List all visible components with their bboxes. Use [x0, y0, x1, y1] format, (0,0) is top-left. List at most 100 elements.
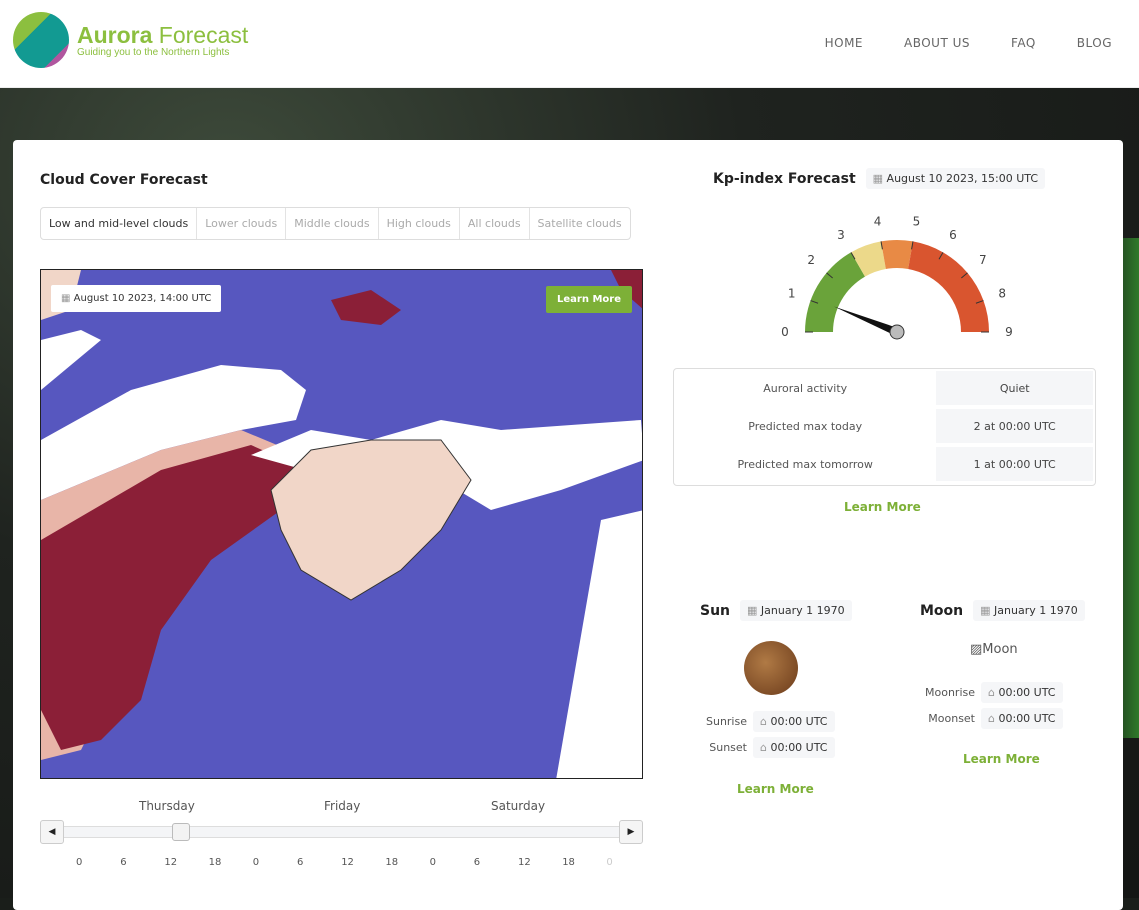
prev-arrow-icon[interactable]: ◀ [40, 820, 64, 844]
gauge-needle [833, 306, 899, 336]
sun-title: Sun [700, 602, 731, 619]
gauge-tick [880, 241, 883, 250]
moonset-time: ⌂ 00:00 UTC [981, 708, 1063, 729]
gauge-band [908, 241, 989, 332]
gauge-tick [961, 272, 968, 279]
moonrise-label: Moonrise [925, 686, 975, 699]
gauge-label: 3 [837, 228, 845, 242]
moonset-icon: ⌂ [988, 712, 999, 725]
kp-row: Predicted max tomorrow 1 at 00:00 UTC [676, 447, 1093, 483]
kp-row-label: Auroral activity [676, 371, 935, 407]
gauge-tick [975, 300, 984, 304]
calendar-icon: ▦ [61, 293, 74, 304]
kp-row-value: 2 at 00:00 UTC [936, 409, 1093, 445]
cloud-map[interactable]: ▦ August 10 2023, 14:00 UTC Learn More [40, 269, 643, 779]
slider-track[interactable] [62, 826, 621, 838]
broken-image-icon: ▨ [970, 642, 983, 657]
slider-thumb[interactable] [172, 823, 190, 841]
hour-tick: 0 [429, 857, 436, 868]
sun-header: Sun ▦ January 1 1970 [700, 600, 852, 621]
hour-tick: 0 [606, 857, 613, 868]
main-nav: HOME ABOUT US FAQ BLOG [825, 36, 1112, 50]
tab-low-mid[interactable]: Low and mid-level clouds [41, 208, 198, 239]
sunset-row: Sunset ⌂ 00:00 UTC [685, 737, 835, 758]
moon-date: ▦ January 1 1970 [973, 600, 1085, 621]
kp-row-value: Quiet [936, 371, 1093, 407]
kp-row: Predicted max today 2 at 00:00 UTC [676, 409, 1093, 445]
tab-all[interactable]: All clouds [460, 208, 530, 239]
tab-high[interactable]: High clouds [379, 208, 460, 239]
day-label: Friday [324, 799, 361, 813]
gauge-label: 8 [998, 287, 1006, 301]
gauge-label: 0 [781, 325, 789, 339]
sunset-label: Sunset [709, 741, 747, 754]
sunrise-label: Sunrise [705, 715, 747, 728]
moonrise-row: Moonrise ⌂ 00:00 UTC [907, 682, 1063, 703]
gauge-band [851, 241, 886, 277]
gauge-label: 2 [807, 253, 815, 267]
gauge-tick [826, 272, 833, 279]
gauge-label: 5 [913, 215, 921, 229]
kp-table: Auroral activity Quiet Predicted max today… [673, 368, 1096, 486]
gauge-band [805, 252, 865, 332]
hour-tick: 0 [252, 857, 260, 868]
gauge-label: 4 [874, 215, 882, 229]
kp-learn-more-link[interactable]: Learn More [844, 500, 921, 514]
sunset-icon: ⌂ [760, 741, 771, 754]
cloud-title: Cloud Cover Forecast [40, 172, 208, 188]
calendar-icon: ▦ [747, 604, 761, 617]
next-arrow-icon[interactable]: ▶ [619, 820, 643, 844]
moon-learn-more-link[interactable]: Learn More [963, 752, 1040, 766]
moonset-label: Moonset [928, 712, 975, 725]
kp-row-label: Predicted max today [676, 409, 935, 445]
cloud-tabs: Low and mid-level clouds Lower clouds Mi… [40, 207, 631, 240]
hour-tick: 12 [518, 857, 531, 868]
hour-tick: 18 [385, 857, 399, 868]
kp-timestamp: ▦ August 10 2023, 15:00 UTC [865, 168, 1046, 189]
brand-name[interactable]: Aurora Forecast [77, 22, 249, 48]
nav-about-us[interactable]: ABOUT US [904, 36, 971, 50]
sunrise-icon: ⌂ [760, 715, 771, 728]
gauge-tick [911, 241, 914, 250]
brand-tagline: Guiding you to the Northern Lights [77, 47, 230, 58]
kp-row-label: Predicted max tomorrow [676, 447, 935, 483]
nav-blog[interactable]: BLOG [1076, 36, 1112, 50]
kp-header: Kp-index Forecast ▦ August 10 2023, 15:0… [713, 168, 1046, 189]
day-label: Thursday [139, 799, 195, 813]
nav-home[interactable]: HOME [824, 36, 863, 50]
tab-satellite[interactable]: Satellite clouds [537, 217, 622, 230]
gauge-label: 1 [788, 287, 796, 301]
moonrise-time: ⌂ 00:00 UTC [981, 682, 1063, 703]
kp-title: Kp-index Forecast [713, 170, 856, 187]
hour-tick: 0 [76, 857, 83, 868]
moon-title: Moon [920, 602, 964, 619]
hour-tick: 6 [120, 857, 127, 868]
logo-icon[interactable] [13, 12, 69, 68]
tab-middle[interactable]: Middle clouds [286, 208, 379, 239]
gauge-label: 9 [1005, 325, 1013, 339]
map-layer [41, 270, 642, 778]
nav-faq[interactable]: FAQ [1011, 36, 1036, 50]
gauge-tick [938, 252, 944, 260]
kp-gauge: 0 1 2 3 4 5 6 7 8 9 [781, 215, 1013, 340]
hour-tick: 6 [473, 857, 481, 868]
calendar-icon: ▦ [980, 604, 995, 617]
gauge-band [881, 240, 913, 269]
sunset-time: ⌂ 00:00 UTC [753, 737, 835, 758]
tab-lower[interactable]: Lower clouds [197, 208, 287, 239]
map-learn-more-button[interactable]: Learn More [546, 286, 632, 313]
gauge-tick [810, 300, 819, 304]
gauge-label: 6 [949, 228, 957, 242]
gauge-label: 7 [979, 253, 987, 267]
kp-row: Auroral activity Quiet [676, 371, 1093, 407]
sun-learn-more-link[interactable]: Learn More [737, 782, 814, 796]
sun-date: ▦ January 1 1970 [740, 600, 852, 621]
time-slider[interactable]: ◀ ▶ [40, 820, 643, 844]
sunrise-time: ⌂ 00:00 UTC [753, 711, 835, 732]
calendar-icon: ▦ [872, 172, 887, 185]
day-label: Saturday [491, 799, 546, 813]
hour-tick: 18 [562, 857, 575, 868]
gauge-pivot [889, 324, 905, 340]
hour-tick: 12 [341, 857, 354, 868]
gauge-tick [850, 252, 856, 260]
